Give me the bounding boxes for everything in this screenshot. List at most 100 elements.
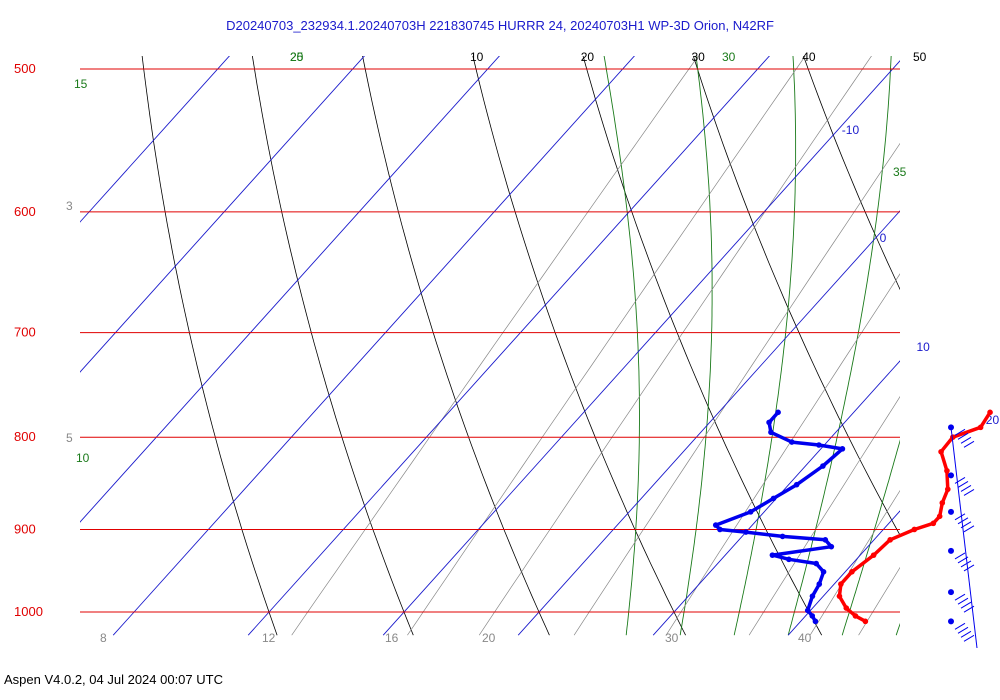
footer-text: Aspen V4.0.2, 04 Jul 2024 00:07 UTC bbox=[4, 672, 223, 687]
moist-adiabat-label: 30 bbox=[722, 50, 736, 64]
mixing-ratio-line bbox=[809, 489, 900, 636]
dewpoint-point bbox=[812, 618, 819, 625]
wind-barbs bbox=[948, 424, 978, 649]
temperature-point bbox=[944, 467, 950, 474]
wind-barb-flag bbox=[960, 484, 972, 492]
dry-adiabat-line bbox=[906, 37, 1000, 635]
temperature-point bbox=[911, 526, 918, 533]
dewpoint-point bbox=[747, 509, 754, 515]
dewpoint-point bbox=[828, 543, 835, 550]
temperature-point bbox=[843, 605, 850, 611]
temperature-point bbox=[862, 618, 869, 625]
dewpoint-point bbox=[769, 552, 776, 558]
dry-adiabat-label: 50 bbox=[913, 50, 927, 64]
wind-barb-flag bbox=[963, 488, 975, 496]
wind-barb-flag bbox=[960, 560, 972, 568]
temperature-point bbox=[936, 513, 943, 520]
moist-adiabat-label: 10 bbox=[76, 451, 90, 465]
isotherm-label: 10 bbox=[917, 340, 931, 354]
wind-barb-flag bbox=[954, 428, 966, 436]
pressure-tick-label: 600 bbox=[14, 204, 36, 219]
mixing-ratio-label: 30 bbox=[665, 631, 679, 645]
dewpoint-point bbox=[766, 419, 772, 426]
temperature-point bbox=[870, 552, 877, 558]
moist-adiabat-line bbox=[733, 56, 797, 636]
wind-barb-flag bbox=[954, 593, 966, 601]
isotherm-label: -10 bbox=[842, 123, 860, 137]
mixing-ratio-label: 16 bbox=[385, 631, 399, 645]
dewpoint-point bbox=[839, 446, 846, 452]
wind-barb-flag bbox=[963, 634, 975, 642]
dewpoint-point bbox=[809, 593, 816, 599]
wind-barb-flag bbox=[957, 517, 969, 525]
pressure-tick-label: 900 bbox=[14, 521, 36, 536]
pressure-tick-label: 800 bbox=[14, 429, 36, 444]
dry-adiabat-line bbox=[251, 56, 414, 636]
moist-adiabat-label: 25 bbox=[290, 50, 304, 64]
temperature-point bbox=[849, 569, 855, 575]
wind-barb-flag bbox=[963, 605, 975, 613]
wind-barb-flag bbox=[960, 521, 972, 529]
wind-barb-flag bbox=[960, 436, 972, 444]
wind-barb-flag bbox=[960, 601, 972, 609]
isotherm-line bbox=[80, 56, 365, 373]
wind-barb-flag bbox=[954, 476, 966, 484]
wind-barb-dot bbox=[948, 424, 954, 431]
mixing-ratio-label: 40 bbox=[798, 631, 812, 645]
dewpoint-point bbox=[770, 495, 777, 502]
pressure-tick-label: 500 bbox=[14, 61, 36, 76]
temperature-point bbox=[987, 409, 993, 416]
isotherm-line bbox=[382, 60, 900, 636]
temperature-point bbox=[838, 581, 844, 587]
dry-adiabat-line bbox=[582, 56, 823, 636]
dewpoint-point bbox=[775, 409, 781, 416]
dewpoint-point bbox=[813, 560, 819, 567]
dewpoint-point bbox=[779, 533, 786, 540]
mixing-ratio-label: 8 bbox=[100, 631, 107, 645]
moist-adiabat-line bbox=[895, 622, 900, 636]
temperature-point bbox=[887, 537, 893, 543]
dry-adiabat-line bbox=[141, 56, 278, 636]
dewpoint-point bbox=[804, 607, 811, 614]
wind-barb-flag bbox=[957, 556, 969, 564]
wind-barb-flag bbox=[954, 622, 966, 630]
moist-adiabat-label: 35 bbox=[893, 165, 907, 179]
mixing-ratio-line bbox=[949, 53, 1000, 635]
mixing-ratio-line bbox=[478, 56, 872, 636]
temperature-point bbox=[939, 500, 946, 506]
wind-barb-dot bbox=[948, 589, 954, 596]
wind-barb-dot bbox=[948, 508, 954, 515]
dewpoint-point bbox=[789, 439, 795, 445]
dry-adiabat-line bbox=[472, 56, 686, 636]
wind-barb-flag bbox=[963, 564, 975, 572]
wind-barb-dot bbox=[948, 618, 954, 625]
dewpoint-point bbox=[786, 556, 792, 563]
dewpoint-point bbox=[793, 481, 800, 488]
dewpoint-point bbox=[822, 537, 829, 543]
dewpoint-point bbox=[820, 569, 827, 575]
dewpoint-point bbox=[816, 442, 822, 448]
temperature-point bbox=[950, 434, 956, 440]
wind-barb-flag bbox=[963, 525, 975, 533]
wind-barb-flag bbox=[963, 440, 975, 448]
pressure-tick-label: 1000 bbox=[14, 604, 43, 619]
wind-barb-flag bbox=[960, 630, 972, 638]
mixing-ratio-line bbox=[407, 56, 806, 636]
dry-adiabat-line bbox=[803, 56, 900, 291]
temperature-point bbox=[938, 448, 944, 455]
mixing-ratio-line bbox=[291, 56, 699, 636]
mixing-ratio-label: 3 bbox=[66, 199, 73, 213]
dewpoint-point bbox=[743, 529, 749, 535]
isotherm-line bbox=[112, 56, 635, 636]
wind-barb-flag bbox=[954, 552, 966, 560]
wind-barb-staff bbox=[950, 427, 978, 649]
moist-adiabat-line bbox=[787, 56, 892, 636]
wind-barb-dot bbox=[948, 547, 954, 554]
moist-adiabat-line bbox=[603, 56, 640, 636]
wind-barb-flag bbox=[954, 513, 966, 521]
dry-adiabat-label: 10 bbox=[470, 50, 484, 64]
moist-adiabat-label: 20 bbox=[290, 50, 304, 64]
wind-barb-flag bbox=[957, 626, 969, 634]
mixing-ratio-line bbox=[573, 142, 900, 636]
